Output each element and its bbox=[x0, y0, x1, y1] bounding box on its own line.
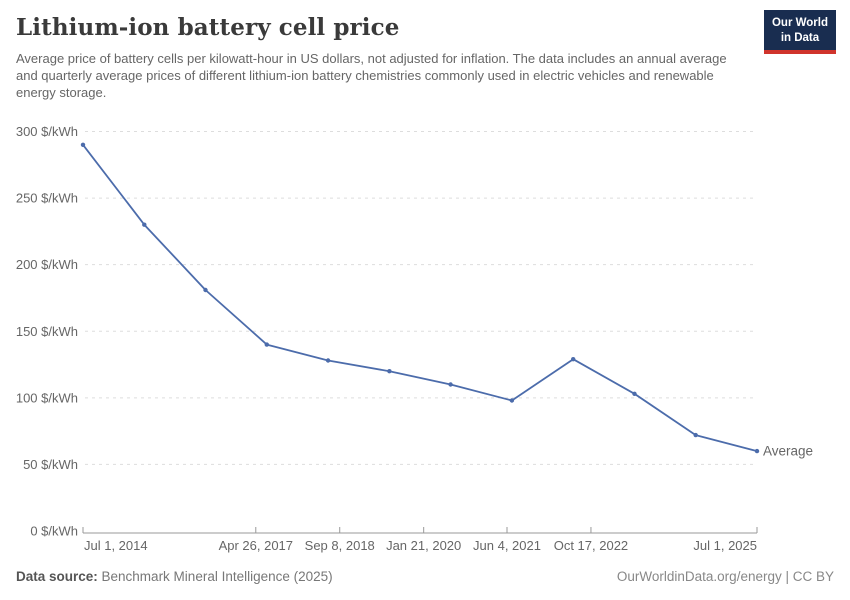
x-axis-tick-label: Sep 8, 2018 bbox=[305, 538, 375, 553]
data-point-marker[interactable] bbox=[571, 357, 576, 362]
chart-header: Lithium-ion battery cell price Average p… bbox=[16, 14, 740, 101]
data-point-marker[interactable] bbox=[142, 222, 147, 227]
y-axis-tick-label: 100 $/kWh bbox=[16, 390, 78, 405]
owid-logo-line2: in Data bbox=[780, 31, 820, 44]
y-axis-tick-label: 50 $/kWh bbox=[23, 457, 78, 472]
attribution-link[interactable]: OurWorldinData.org/energy | CC BY bbox=[616, 569, 834, 584]
x-axis-tick-label: Oct 17, 2022 bbox=[554, 538, 628, 553]
data-point-marker[interactable] bbox=[754, 448, 760, 454]
data-point-marker[interactable] bbox=[693, 432, 698, 438]
series-label: Average bbox=[763, 444, 813, 459]
x-axis-tick-label: Jul 1, 2025 bbox=[693, 538, 757, 553]
chart-title: Lithium-ion battery cell price bbox=[16, 14, 400, 41]
x-axis-tick-label: Jan 21, 2020 bbox=[386, 538, 461, 553]
data-source-label: Data source: bbox=[16, 569, 98, 584]
x-axis-group: Jul 1, 2014 Apr 26, 2017 Sep 8, 2018 Jan 21… bbox=[82, 527, 758, 553]
y-axis-tick-label: 200 $/kWh bbox=[16, 257, 78, 272]
data-point-marker[interactable] bbox=[325, 358, 331, 363]
x-axis-tick-label: Apr 26, 2017 bbox=[219, 538, 293, 553]
data-point-marker[interactable] bbox=[80, 142, 86, 147]
chart-footer: Data source: Benchmark Mineral Intellige… bbox=[16, 569, 834, 584]
data-source: Data source: Benchmark Mineral Intellige… bbox=[16, 569, 333, 584]
data-source-value: Benchmark Mineral Intelligence (2025) bbox=[97, 569, 333, 584]
x-axis-tick-label: Jun 4, 2021 bbox=[473, 538, 541, 553]
chart-subtitle: Average price of battery cells per kilow… bbox=[16, 51, 727, 100]
price-line[interactable] bbox=[82, 144, 758, 452]
y-axis-tick-label: 300 $/kWh bbox=[16, 124, 78, 139]
series-group: Average bbox=[80, 142, 813, 459]
owid-logo[interactable]: Our World in Data bbox=[763, 10, 836, 54]
data-point-marker[interactable] bbox=[632, 391, 637, 396]
data-point-marker[interactable] bbox=[387, 369, 392, 374]
x-axis-tick-label: Jul 1, 2014 bbox=[84, 538, 148, 553]
data-point-marker[interactable] bbox=[203, 287, 208, 293]
data-point-marker[interactable] bbox=[264, 342, 269, 347]
data-point-marker[interactable] bbox=[509, 398, 515, 403]
gridlines-group: 0 $/kWh 50 $/kWh 100 $/kWh 150 $/kWh 200 $/k… bbox=[16, 124, 757, 539]
y-axis-tick-label: 150 $/kWh bbox=[16, 324, 78, 339]
y-axis-tick-label: 0 $/kWh bbox=[30, 524, 78, 539]
data-point-marker[interactable] bbox=[448, 382, 453, 387]
owid-logo-line1: Our World bbox=[771, 17, 828, 29]
y-axis-tick-label: 250 $/kWh bbox=[16, 191, 78, 206]
